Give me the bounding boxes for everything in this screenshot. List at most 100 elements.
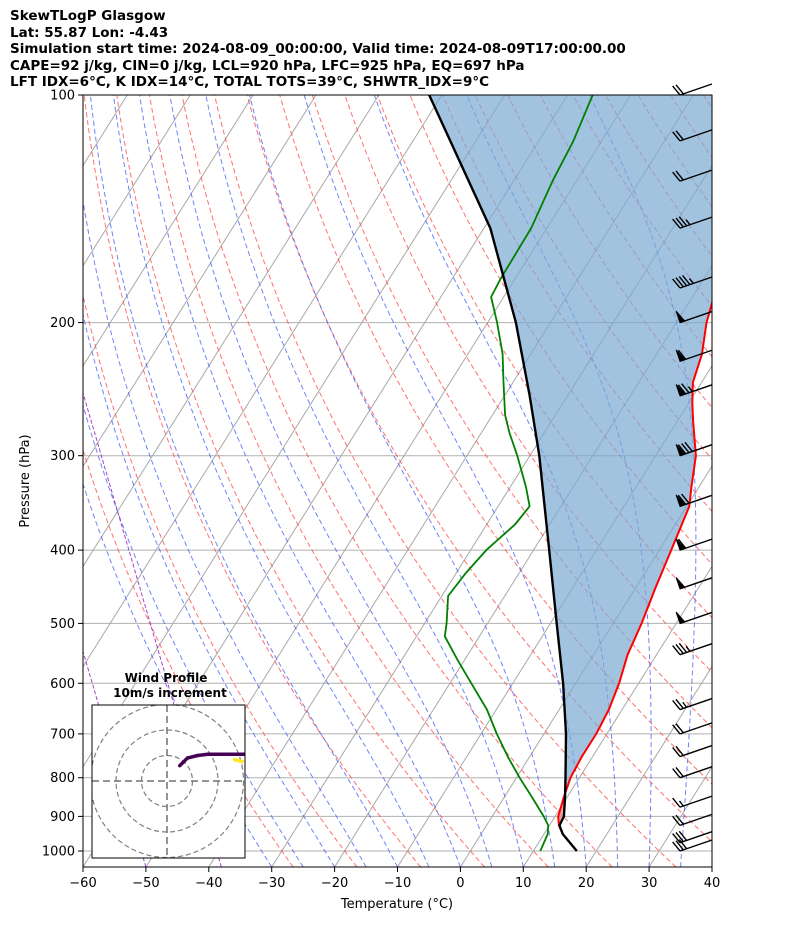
- moist-adiabat: [139, 95, 461, 867]
- wind-barb: [672, 697, 713, 711]
- isotherm: [0, 95, 1, 867]
- moist-adiabat: [205, 95, 524, 867]
- wind-barb: [675, 611, 713, 625]
- wind-barb: [675, 441, 713, 457]
- x-tick-label: −60: [69, 876, 96, 891]
- dry-adiabat: [344, 95, 712, 673]
- location-line: Lat: 55.87 Lon: -4.43: [10, 24, 169, 41]
- dry-adiabat: [83, 448, 294, 867]
- moist-adiabat: [89, 95, 398, 867]
- wind-barb: [672, 216, 713, 229]
- chart-title: SkewTLogP Glasgow: [10, 8, 166, 24]
- isotherm: [83, 95, 380, 568]
- isotherm: [775, 95, 794, 867]
- x-tick-label: −10: [384, 876, 411, 891]
- wind-barb: [675, 349, 713, 362]
- wind-barb: [672, 642, 713, 656]
- x-tick-label: 30: [641, 876, 658, 891]
- isotherm: [522, 565, 712, 867]
- y-tick-label: 400: [50, 544, 75, 559]
- moist-adiabat: [711, 862, 712, 867]
- wind-barb: [672, 129, 713, 142]
- wind-barb: [675, 538, 713, 551]
- wind-barb: [672, 830, 713, 844]
- moist-adiabat: [249, 95, 556, 867]
- moist-adiabat: [112, 95, 430, 867]
- hodograph-ring: [92, 705, 245, 858]
- hodograph-inset: Wind Profile 10m/s increment: [91, 671, 295, 859]
- y-tick-label: 800: [50, 771, 75, 786]
- y-axis-label: Pressure (hPa): [18, 434, 33, 527]
- isotherm: [83, 95, 191, 267]
- wind-barb: [675, 577, 713, 590]
- dry-adiabat: [83, 95, 422, 867]
- y-axis: 1000 900 800 700 600 500 400 300 200 100: [42, 89, 83, 859]
- hodograph-segment: [185, 753, 200, 760]
- cape-area: [429, 95, 712, 793]
- y-tick-label: 600: [50, 677, 75, 692]
- dry-adiabat: [246, 95, 712, 843]
- x-tick-label: 0: [456, 876, 464, 891]
- hodograph-segment: [287, 752, 295, 753]
- time-line: Simulation start time: 2024-08-09_00:00:…: [10, 41, 626, 57]
- dry-adiabat: [702, 95, 712, 110]
- chart-header: SkewTLogP Glasgow Lat: 55.87 Lon: -4.43 …: [10, 8, 626, 91]
- dry-adiabat: [214, 95, 677, 867]
- dewpoint-profile: [443, 95, 594, 852]
- y-tick-label: 1000: [42, 844, 75, 859]
- wind-barb: [672, 813, 713, 827]
- wind-barb: [672, 839, 713, 852]
- x-tick-label: −40: [195, 876, 222, 891]
- y-tick-label: 300: [50, 449, 75, 464]
- wind-barb: [675, 493, 713, 507]
- isotherm: [83, 95, 443, 668]
- hodograph-segment: [232, 757, 244, 764]
- hodograph-title: Wind Profile: [125, 671, 208, 685]
- indices-line: LFT IDX=6°C, K IDX=14°C, TOTAL TOTS=39°C…: [10, 74, 490, 90]
- temperature-profile: [557, 299, 712, 852]
- dry-adiabat: [311, 95, 712, 729]
- wind-barb: [672, 169, 713, 182]
- isotherm: [711, 866, 712, 867]
- x-tick-label: 20: [578, 876, 595, 891]
- dry-adiabat: [736, 95, 794, 867]
- moist-adiabat: [373, 95, 619, 867]
- wind-barb: [675, 310, 713, 324]
- y-tick-label: 900: [50, 810, 75, 825]
- dry-adiabat: [116, 95, 485, 867]
- parcel-profile: [428, 95, 578, 852]
- y-tick-label: 100: [50, 89, 75, 104]
- y-tick-label: 700: [50, 727, 75, 742]
- moist-adiabat: [169, 95, 493, 867]
- hodograph-segment: [178, 756, 190, 768]
- profile-lines: [428, 95, 712, 852]
- dry-adiabat: [148, 95, 549, 867]
- moist-adiabat: [83, 312, 336, 867]
- wind-barb: [672, 722, 713, 735]
- hodograph-segment: [254, 753, 269, 754]
- wind-barb: [672, 83, 713, 96]
- dry-adiabat: [83, 293, 358, 867]
- isotherm: [83, 95, 254, 367]
- moist-adiabat: [83, 482, 273, 867]
- x-axis: −60 −50 −40 −30 −20 −10 0 10 20 30 40: [69, 867, 720, 891]
- x-tick-label: −50: [132, 876, 159, 891]
- isotherm: [83, 95, 317, 468]
- y-tick-label: 200: [50, 316, 75, 331]
- x-tick-label: −20: [321, 876, 348, 891]
- hodograph-frame: [91, 704, 246, 859]
- x-tick-label: 10: [515, 876, 532, 891]
- y-tick-label: 500: [50, 617, 75, 632]
- x-axis-label: Temperature (°C): [340, 897, 453, 912]
- dry-adiabat: [768, 95, 794, 867]
- wind-barb: [672, 766, 713, 779]
- isotherm: [585, 665, 712, 867]
- wind-barb: [672, 744, 713, 758]
- moist-adiabat: [303, 95, 587, 867]
- wind-barb: [675, 383, 713, 397]
- wind-barb: [672, 795, 713, 808]
- hodograph-subtitle: 10m/s increment: [113, 686, 227, 700]
- wind-barbs: [672, 83, 713, 852]
- x-tick-label: −30: [258, 876, 285, 891]
